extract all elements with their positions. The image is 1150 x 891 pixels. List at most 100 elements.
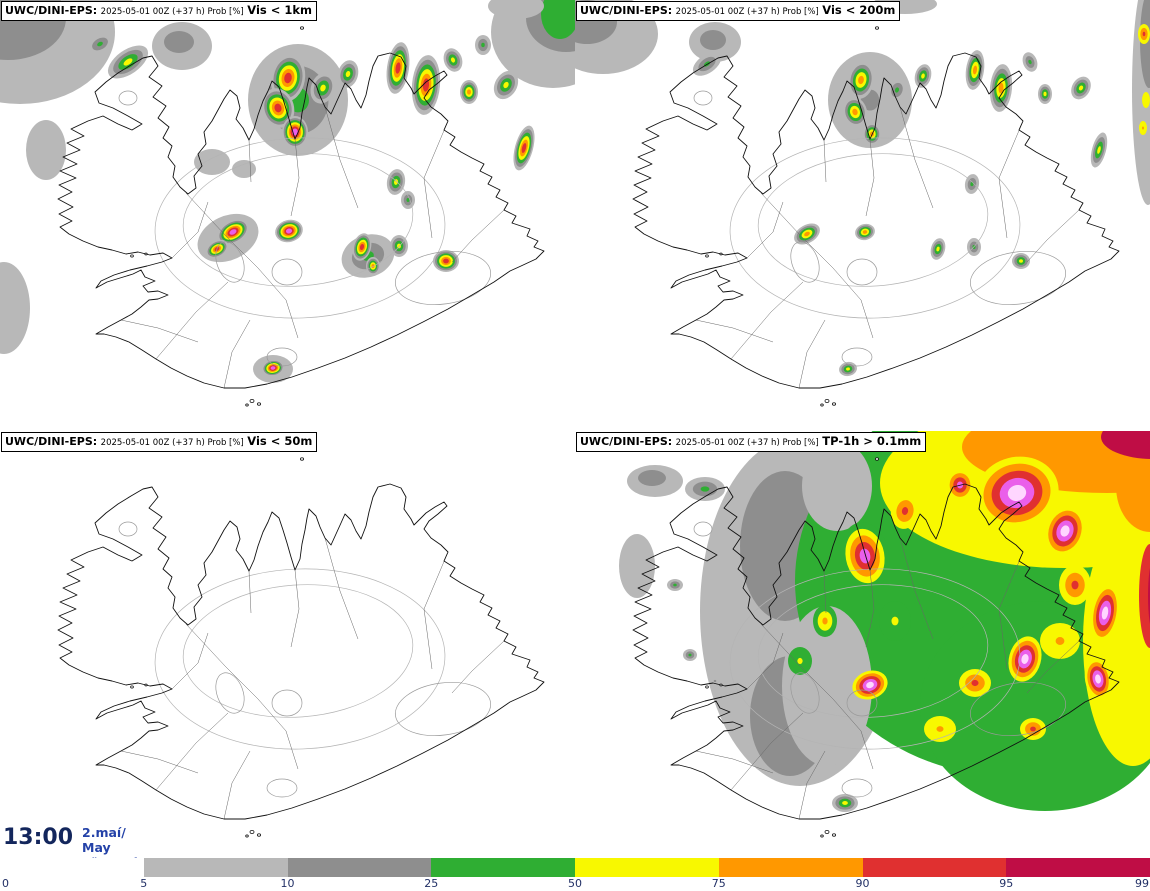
prob-contour-fill <box>1083 516 1150 766</box>
boundary-line <box>290 569 300 648</box>
prob-contour-fill <box>820 403 824 407</box>
prob-contour-fill <box>831 402 836 406</box>
legend-segment <box>575 858 719 877</box>
prob-contour-fill <box>1028 59 1032 65</box>
map-contour-line <box>271 689 303 717</box>
prob-contour-fill <box>831 833 836 837</box>
variable-name: TP-1h > 0.1mm <box>822 434 922 448</box>
boundary-line <box>998 551 1024 670</box>
prob-contour-fill <box>824 398 830 403</box>
boundary-line <box>451 640 505 694</box>
iceland-coastline <box>632 52 1120 389</box>
boundary-line <box>798 750 826 820</box>
map-contour-line <box>841 778 873 798</box>
legend-segment <box>287 858 432 877</box>
prob-contour-fill <box>144 683 148 687</box>
map-contour-line <box>841 347 873 367</box>
prob-contour-fill <box>274 103 282 113</box>
prob-contour-fill <box>804 231 810 237</box>
prob-contour-fill <box>1078 85 1084 91</box>
prob-contour-fill <box>1101 431 1150 459</box>
prob-contour-fill <box>638 470 666 486</box>
prob-contour-fill <box>1007 484 1027 502</box>
prob-contour-fill <box>782 606 872 766</box>
map-contour-line <box>757 584 989 718</box>
iceland-coastline <box>57 483 545 820</box>
model-name: UWC/DINI-EPS: <box>5 4 98 17</box>
map-contour-line <box>271 258 303 286</box>
legend-tick: 0 <box>2 877 9 890</box>
prob-contour-fill <box>719 683 723 687</box>
panel-vis-200m: UWC/DINI-EPS: 2025-05-01 00Z (+37 h) Pro… <box>575 0 1150 430</box>
variable-name: Vis < 200m <box>822 3 896 17</box>
run-info: 2025-05-01 00Z (+37 h) Prob [%] <box>100 7 244 17</box>
iceland-coastline <box>632 483 1120 820</box>
valid-time-box: 13:00 2.maí/ May Fös./ Fri <box>0 821 152 869</box>
prob-contour-fill <box>359 243 365 251</box>
prob-contour-fill <box>1140 0 1150 88</box>
prob-contour-fill <box>541 0 575 39</box>
boundary-line <box>120 319 199 343</box>
map-contour-line <box>846 689 878 717</box>
legend-tick: 5 <box>140 877 148 890</box>
prob-contour-fill <box>406 198 410 202</box>
boundary-line <box>865 138 875 217</box>
prob-contour-fill <box>130 254 134 258</box>
map-canvas-vis-200m <box>575 0 1150 407</box>
valid-date-line1: 2.maí/ May <box>82 825 126 855</box>
prob-contour-fill <box>488 0 544 19</box>
prob-contour-fill <box>1142 126 1144 130</box>
boundary-line <box>223 319 251 389</box>
map-contour-line <box>118 521 138 537</box>
map-contour-line <box>969 251 1067 305</box>
prob-contour-fill <box>719 252 723 256</box>
prob-contour-fill <box>700 486 710 492</box>
prob-contour-fill <box>245 834 249 838</box>
prob-contour-fill <box>481 42 485 48</box>
boundary-line <box>998 120 1024 239</box>
legend-segment <box>143 858 288 877</box>
probability-legend: 0 5 10 25 50 75 90 95 99 <box>0 858 1150 891</box>
prob-contour-fill <box>1060 525 1070 537</box>
run-info: 2025-05-01 00Z (+37 h) Prob [%] <box>675 7 819 17</box>
map-contour-line <box>154 568 446 750</box>
prob-contour-fill <box>285 228 293 234</box>
legend-tick-labels: 0 5 10 25 50 75 90 95 99 <box>0 877 1150 891</box>
prob-contour-fill <box>846 367 850 371</box>
prob-contour-fill <box>450 57 456 63</box>
prob-contour-fill <box>503 81 509 89</box>
boundary-line <box>248 570 252 614</box>
prob-contour-fill <box>921 73 925 79</box>
prob-contour-fill <box>998 82 1004 94</box>
map-canvas-vis-1km <box>0 0 575 407</box>
prob-contour-fill <box>395 62 401 74</box>
prob-contour-fill <box>936 726 944 732</box>
legend-tick: 90 <box>855 877 870 890</box>
map-contour-line <box>693 521 713 537</box>
prob-contour-fill <box>345 70 351 78</box>
prob-contour-fill <box>797 657 803 665</box>
prob-contour-fill <box>284 72 292 84</box>
prob-contour-fill <box>842 801 848 805</box>
map-canvas-vis-50m <box>57 457 545 838</box>
boundary-line <box>185 192 299 339</box>
map-contour-line <box>729 137 1021 319</box>
map-contour-line <box>693 90 713 106</box>
iceland-coastline <box>57 52 545 389</box>
legend-colorbar <box>143 858 1150 877</box>
map-contour-line <box>790 241 820 283</box>
prob-contour-fill <box>164 31 194 53</box>
run-info: 2025-05-01 00Z (+37 h) Prob [%] <box>675 438 819 448</box>
prob-contour-fill <box>700 30 726 50</box>
boundary-line <box>695 319 774 343</box>
map-contour-line <box>394 682 492 736</box>
prob-contour-fill <box>1139 544 1150 648</box>
prob-contour-fill <box>866 681 874 689</box>
boundary-line <box>823 139 827 183</box>
boundary-line <box>171 632 209 690</box>
model-name: UWC/DINI-EPS: <box>580 435 673 448</box>
prob-contour-fill <box>130 685 134 689</box>
prob-contour-fill <box>393 179 399 185</box>
prob-contour-fill <box>858 75 864 85</box>
prob-contour-fill <box>144 252 148 256</box>
